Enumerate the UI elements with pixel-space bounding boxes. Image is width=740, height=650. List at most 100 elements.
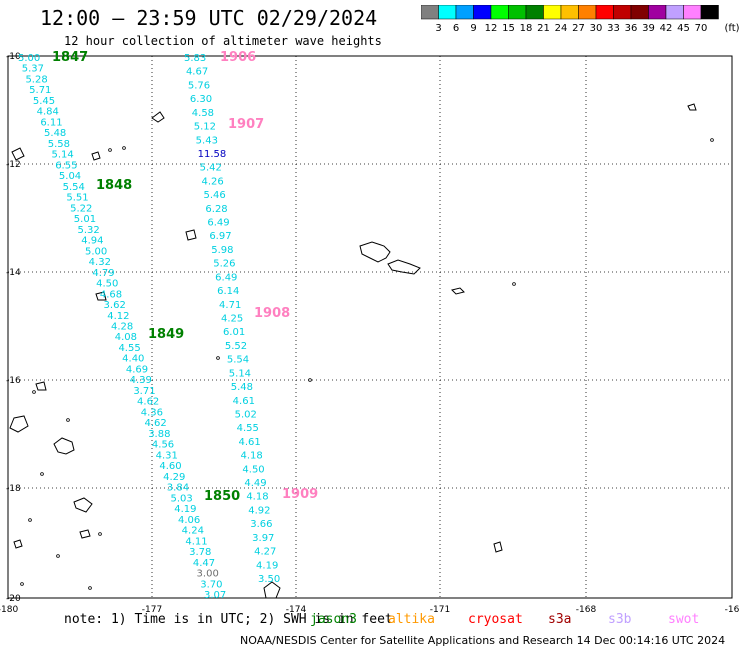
pass-number-label: 1909	[282, 487, 318, 502]
color-scale-bar: 3 6 9 12 15 18 21 24 27 30 33 36 39 42 45 70 (ft)	[421, 5, 740, 34]
wave-height-label: 4.50	[242, 464, 264, 475]
island-outline	[53, 437, 75, 455]
wave-height-label: 5.83	[184, 53, 206, 64]
longitude-label: -177	[142, 605, 162, 615]
wave-height-label: 5.45	[33, 96, 55, 107]
map-title: 12:00 — 23:59 UTC 02/29/2024	[40, 6, 378, 30]
island-dot	[216, 356, 220, 360]
legend-cryosat: cryosat	[468, 612, 523, 627]
wave-height-label: 4.61	[239, 437, 261, 448]
wave-height-label: 4.68	[100, 289, 122, 300]
wave-height-label: 4.19	[174, 504, 196, 515]
island-outline	[451, 287, 465, 295]
wave-height-label: 5.22	[70, 203, 92, 214]
island-outline	[493, 541, 503, 553]
wave-height-label: 4.40	[122, 354, 144, 365]
wave-height-label: 5.01	[74, 214, 96, 225]
wave-height-label: 5.51	[66, 193, 88, 204]
wave-height-label: 4.31	[156, 450, 178, 461]
wave-height-label: 5.14	[229, 368, 251, 379]
latitude-label: -14	[6, 268, 21, 278]
color-scale-label: 36	[625, 23, 638, 34]
wave-height-label: 4.79	[92, 268, 114, 279]
wave-height-label: 5.37	[22, 64, 44, 75]
wave-height-label: 4.26	[202, 176, 224, 187]
wave-height-label: 6.49	[207, 218, 229, 229]
wave-height-label: 4.58	[192, 108, 214, 119]
island-dot	[512, 282, 516, 286]
color-scale-label: 42	[660, 23, 673, 34]
wave-height-label: 5.42	[200, 163, 222, 174]
wave-height-label: 4.18	[246, 492, 268, 503]
wave-height-label: 4.69	[126, 364, 148, 375]
wave-height-label: 6.97	[209, 231, 231, 242]
wave-height-label: 3.50	[258, 574, 280, 585]
color-scale-label: 39	[642, 23, 655, 34]
wave-height-label: 4.36	[141, 407, 163, 418]
wave-height-label: 4.29	[163, 472, 185, 483]
wave-height-label: 3.66	[250, 519, 272, 530]
wave-height-label: 4.67	[186, 67, 208, 78]
wave-height-label: 4.25	[221, 314, 243, 325]
island-dot	[308, 378, 312, 382]
wave-height-label: 5.48	[44, 128, 66, 139]
wave-height-label: 4.24	[182, 526, 204, 537]
color-scale-label: 9	[470, 23, 476, 34]
color-scale-unit: (ft)	[724, 23, 739, 34]
island-dot	[108, 148, 112, 152]
wave-height-label: 5.52	[225, 341, 247, 352]
island-outline	[263, 581, 281, 599]
color-scale-label: 12	[485, 23, 498, 34]
color-scale-label: 30	[590, 23, 603, 34]
island-outline	[11, 147, 25, 161]
wave-height-label: 3.88	[148, 429, 170, 440]
wave-height-label: 5.26	[213, 259, 235, 270]
wave-height-label: 4.61	[233, 396, 255, 407]
wave-height-label: 4.27	[254, 547, 276, 558]
island-dot	[122, 146, 126, 150]
note-text: note: 1) Time is in UTC; 2) SWH is in fe…	[64, 612, 393, 627]
wave-height-label: 4.18	[240, 451, 262, 462]
island-outline	[35, 381, 47, 391]
island-outline	[359, 241, 391, 263]
latitude-label: -20	[6, 594, 21, 604]
wave-height-label: 4.28	[111, 322, 133, 333]
color-scale-label: 45	[677, 23, 690, 34]
pass-number-label: 1906	[220, 50, 256, 65]
wave-height-label: 5.54	[227, 355, 249, 366]
longitude-label: -174	[286, 605, 307, 615]
island-dot	[32, 390, 36, 394]
legend-swot: swot	[668, 612, 700, 627]
latitude-label: -18	[6, 484, 21, 494]
island-dot	[88, 586, 92, 590]
satellite-legend: jason3 altika cryosat s3a s3b swot	[0, 612, 740, 630]
wave-height-label: 4.08	[115, 332, 137, 343]
wave-height-label: 4.84	[37, 107, 59, 118]
wave-height-label: 6.14	[217, 286, 239, 297]
wave-height-label: 5.28	[25, 74, 47, 85]
wave-height-label: 3.84	[167, 483, 189, 494]
wave-height-label: 6.28	[205, 204, 227, 215]
color-scale-label: 70	[695, 23, 708, 34]
legend-jason3: jason3	[310, 612, 357, 627]
wave-height-label: 5.04	[59, 171, 81, 182]
wave-height-label: 4.71	[219, 300, 241, 311]
island-dot	[98, 532, 102, 536]
wave-height-label: 4.60	[159, 461, 181, 472]
island-outline	[9, 415, 29, 433]
wave-height-label: 5.46	[203, 190, 225, 201]
wave-height-label: 5.02	[235, 409, 257, 420]
wave-height-label: 4.50	[96, 279, 118, 290]
wave-height-label: 4.56	[152, 440, 174, 451]
map-subtitle: 12 hour collection of altimeter wave hei…	[64, 34, 382, 48]
wave-height-label: 5.03	[171, 493, 193, 504]
longitude-label: -171	[430, 605, 450, 615]
island-outline	[95, 291, 107, 301]
pass-number-label: 1849	[148, 327, 184, 342]
pass-number-label: 1848	[96, 178, 132, 193]
longitude-label: -180	[0, 605, 18, 615]
wave-height-label: 4.12	[107, 311, 129, 322]
wave-height-label: 5.71	[29, 85, 51, 96]
longitude-label: -16	[725, 605, 740, 615]
color-scale-label: 21	[537, 23, 550, 34]
